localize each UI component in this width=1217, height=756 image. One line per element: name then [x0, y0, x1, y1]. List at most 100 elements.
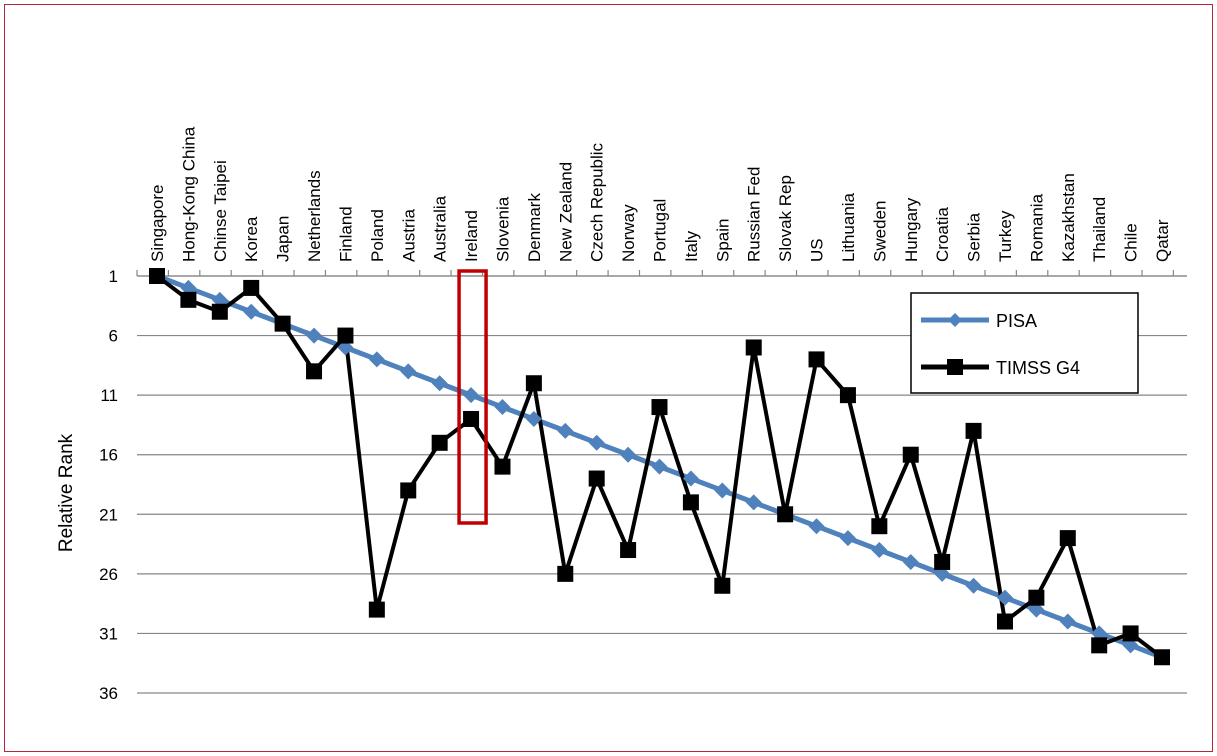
x-tick-label: Hong-Kong China: [179, 126, 198, 262]
x-tick-label: Norway: [619, 204, 638, 262]
highlight-layer: [457, 269, 488, 525]
point-timss-g4: [211, 303, 228, 320]
point-pisa: [839, 530, 856, 547]
point-pisa: [243, 303, 260, 320]
x-tick-labels: Singapore Hong-Kong China Chinse Taipei Kor…: [148, 126, 1172, 262]
x-tick-label: Qatar: [1153, 219, 1172, 262]
y-tick-label: 1: [109, 267, 118, 286]
x-tick-label: Hungary: [902, 197, 921, 262]
point-pisa: [965, 577, 982, 594]
x-tick-label: New Zealand: [556, 162, 575, 262]
y-axis-title: Relative Rank: [56, 433, 77, 552]
point-timss-g4: [431, 434, 448, 451]
point-timss-g4: [777, 506, 794, 523]
point-timss-g4: [934, 553, 951, 570]
point-pisa: [368, 351, 385, 368]
point-timss-g4: [1122, 625, 1139, 642]
x-tick-label: Spain: [713, 219, 732, 262]
point-timss-g4: [463, 410, 480, 427]
x-tick-label: Lithuania: [839, 192, 858, 262]
series-layer: [149, 268, 1170, 666]
point-timss-g4: [368, 601, 385, 618]
point-timss-g4: [525, 375, 542, 392]
point-timss-g4: [337, 327, 354, 344]
point-pisa: [651, 458, 668, 475]
x-tick-label: Italy: [682, 230, 701, 262]
x-tick-label: Portugal: [651, 199, 670, 262]
point-timss-g4: [1091, 637, 1108, 654]
x-tick-label: Japan: [274, 216, 293, 262]
point-pisa: [463, 387, 480, 404]
point-timss-g4: [180, 291, 197, 308]
point-timss-g4: [839, 387, 856, 404]
point-pisa: [714, 482, 731, 499]
x-tick-label: Poland: [368, 209, 387, 262]
point-timss-g4: [1059, 530, 1076, 547]
point-timss-g4: [494, 458, 511, 475]
x-tick-label: Chinse Taipei: [211, 160, 230, 262]
y-tick-label: 21: [99, 505, 118, 524]
y-tick-label: 36: [99, 684, 118, 703]
point-timss-g4: [714, 577, 731, 594]
y-tick-label: 26: [99, 565, 118, 584]
x-tick-label: Finland: [336, 206, 355, 262]
point-timss-g4: [745, 339, 762, 356]
x-tick-label: Croatia: [933, 207, 952, 262]
point-pisa: [557, 422, 574, 439]
x-tick-label: Korea: [242, 216, 261, 262]
highlight-box: [457, 269, 488, 525]
x-tick-label: Czech Republic: [588, 142, 607, 262]
legend-label-timss: TIMSS G4: [996, 358, 1080, 378]
point-pisa: [745, 494, 762, 511]
point-pisa: [996, 589, 1013, 606]
x-tick-label: Singapore: [148, 184, 167, 262]
point-timss-g4: [965, 422, 982, 439]
x-tick-label: Turkey: [996, 210, 1015, 262]
x-tick-label: Slovak Rep: [776, 175, 795, 262]
legend-marker-pisa: [948, 313, 962, 327]
legend-marker-timss: [947, 359, 963, 375]
x-tick-label: Australia: [431, 195, 450, 262]
point-timss-g4: [306, 363, 323, 380]
y-tick-label: 11: [100, 386, 118, 405]
point-pisa: [871, 542, 888, 559]
x-tick-label: Thailand: [1090, 197, 1109, 262]
point-timss-g4: [996, 613, 1013, 630]
legend-label-pisa: PISA: [996, 311, 1037, 331]
point-timss-g4: [243, 279, 260, 296]
point-pisa: [682, 470, 699, 487]
point-timss-g4: [682, 494, 699, 511]
x-tick-label: Serbia: [965, 212, 984, 262]
x-tick-label: Russian Fed: [745, 167, 764, 262]
point-timss-g4: [871, 518, 888, 535]
point-timss-g4: [808, 351, 825, 368]
x-tick-label: Slovenia: [493, 196, 512, 262]
x-tick-label: Kazakhstan: [1059, 173, 1078, 262]
point-pisa: [1059, 613, 1076, 630]
point-timss-g4: [651, 399, 668, 416]
y-tick-label: 16: [99, 446, 118, 465]
x-tick-label: Ireland: [462, 210, 481, 262]
point-timss-g4: [588, 470, 605, 487]
x-tick-label: Romania: [1027, 193, 1046, 262]
y-tick-label: 31: [99, 624, 118, 643]
legend-box: [910, 292, 1139, 394]
point-pisa: [525, 410, 542, 427]
point-timss-g4: [1154, 649, 1170, 666]
x-tick-label: Chile: [1122, 223, 1141, 262]
point-timss-g4: [620, 542, 637, 559]
point-pisa: [808, 518, 825, 535]
point-timss-g4: [274, 315, 291, 332]
legend: PISA TIMSS G4: [910, 292, 1139, 394]
point-pisa: [400, 363, 417, 380]
point-pisa: [494, 399, 511, 416]
point-timss-g4: [557, 565, 574, 582]
point-pisa: [306, 327, 323, 344]
point-pisa: [902, 553, 919, 570]
x-tick-label: Austria: [399, 209, 418, 262]
point-pisa: [431, 375, 448, 392]
x-tick-label: Sweden: [870, 201, 889, 262]
point-timss-g4: [1028, 589, 1045, 606]
